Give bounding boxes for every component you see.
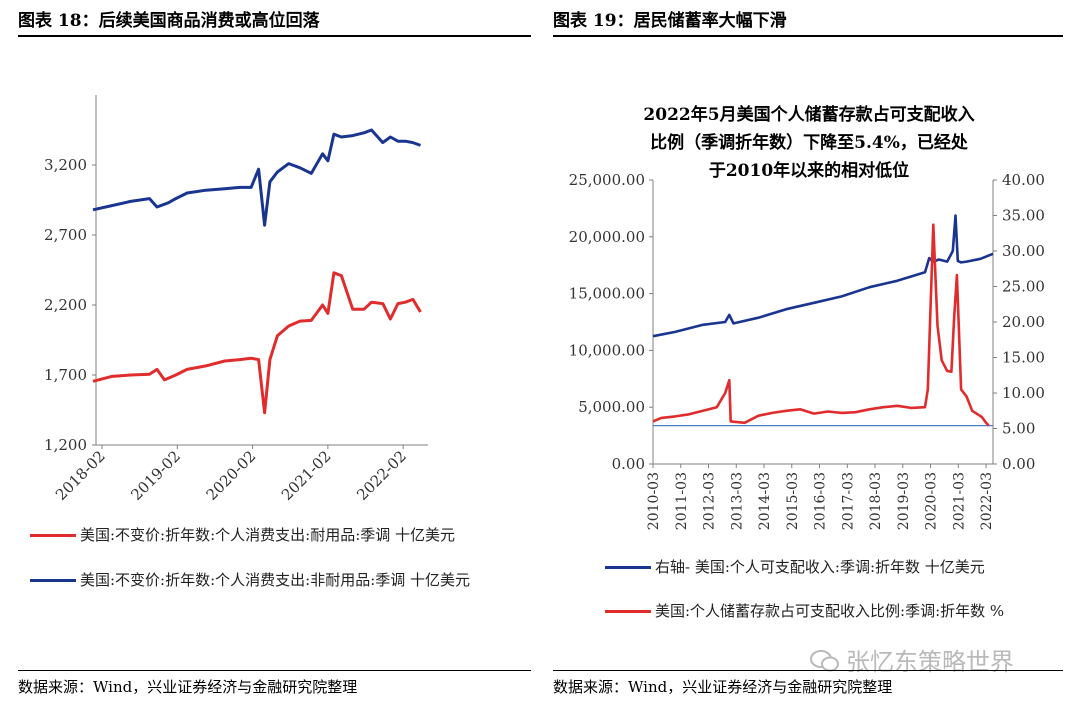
right-x-tick-label: 2016-03 xyxy=(813,472,829,530)
right-footer-rule xyxy=(553,670,1063,671)
left-y-tick-label: 2,200 xyxy=(44,296,87,314)
right-x-tick-label: 2021-03 xyxy=(951,472,967,530)
right-right-y-tick-label: 40.00 xyxy=(1002,171,1045,189)
right-right-y-tick-label: 5.00 xyxy=(1002,420,1035,438)
right-x-tick-label: 2017-03 xyxy=(840,472,856,530)
right-figure-title: 图表 19：居民储蓄率大幅下滑 xyxy=(553,11,787,31)
legend-swatch-blue xyxy=(30,579,76,582)
right-chart-title-line-3: 于2010年以来的相对低位 xyxy=(709,160,909,181)
right-series-disposable-income-line xyxy=(652,214,994,338)
right-right-y-tick-label: 15.00 xyxy=(1002,349,1045,367)
right-x-tick-label: 2019-03 xyxy=(896,472,912,530)
left-y-tick-label: 1,700 xyxy=(44,366,87,384)
left-figure-title: 图表 18：后续美国商品消费或高位回落 xyxy=(18,11,320,31)
right-left-y-tick-label: 10,000.00 xyxy=(569,341,645,359)
left-y-tick-label: 3,200 xyxy=(44,156,87,174)
right-x-tick-label: 2022-03 xyxy=(979,472,995,530)
right-chart-title-line-2: 比例（季调折年数）下降至5.4%，已经处 xyxy=(650,132,969,153)
right-left-y-tick-label: 20,000.00 xyxy=(569,228,645,246)
left-y-tick-label: 1,200 xyxy=(44,436,87,454)
right-left-y-tick-label: 5,000.00 xyxy=(578,398,645,416)
right-x-tick-label: 2015-03 xyxy=(785,472,801,530)
watermark-text: 张忆东策略世界 xyxy=(846,648,1014,676)
right-legend-item-income: 右轴- 美国:个人可支配收入:季调:折年数 十亿美元 xyxy=(605,557,1035,578)
right-legend-label-income: 右轴- 美国:个人可支配收入:季调:折年数 十亿美元 xyxy=(655,558,985,576)
left-legend-item-nondurable: 美国:不变价:折年数:个人消费支出:非耐用品:季调 十亿美元 xyxy=(30,570,490,591)
right-left-y-tick-label: 25,000.00 xyxy=(569,171,645,189)
legend-swatch-blue xyxy=(605,566,651,569)
right-source-note: 数据来源：Wind，兴业证券经济与金融研究院整理 xyxy=(553,678,893,696)
right-x-tick-label: 2014-03 xyxy=(757,472,773,530)
right-series-saving-rate-line xyxy=(652,223,990,427)
right-left-y-tick-label: 0.00 xyxy=(612,455,645,473)
right-x-tick-label: 2020-03 xyxy=(924,472,940,530)
right-right-y-tick-label: 10.00 xyxy=(1002,384,1045,402)
watermark: 张忆东策略世界 xyxy=(810,642,1014,677)
right-x-tick-label: 2012-03 xyxy=(702,472,718,530)
left-source-note: 数据来源：Wind，兴业证券经济与金融研究院整理 xyxy=(18,678,358,696)
right-x-tick-label: 2011-03 xyxy=(674,472,690,530)
right-legend-label-saving-rate: 美国:个人储蓄存款占可支配收入比例:季调:折年数 % xyxy=(655,602,1005,620)
right-x-tick-label: 2018-03 xyxy=(868,472,884,530)
left-series-durable-goods-line xyxy=(92,271,422,415)
right-right-y-tick-label: 30.00 xyxy=(1002,242,1045,260)
right-right-y-tick-label: 35.00 xyxy=(1002,207,1045,225)
right-chart-title-line-1: 2022年5月美国个人储蓄存款占可支配收入 xyxy=(643,104,974,125)
right-right-y-tick-label: 0.00 xyxy=(1002,455,1035,473)
right-title-rule xyxy=(553,35,1063,37)
right-right-y-tick-label: 25.00 xyxy=(1002,278,1045,296)
right-legend-item-saving-rate: 美国:个人储蓄存款占可支配收入比例:季调:折年数 % xyxy=(605,601,1035,622)
legend-swatch-red xyxy=(605,610,651,613)
left-series-nondurable-goods-line xyxy=(92,128,422,227)
left-title-rule xyxy=(18,35,531,37)
legend-swatch-red xyxy=(30,534,76,537)
right-chart: 2022年5月美国个人储蓄存款占可支配收入 比例（季调折年数）下降至5.4%，已… xyxy=(569,104,1045,530)
left-legend-item-durable: 美国:不变价:折年数:个人消费支出:耐用品:季调 十亿美元 xyxy=(30,525,510,546)
left-x-tick-label: 2018-02 xyxy=(52,447,109,504)
right-right-y-tick-label: 20.00 xyxy=(1002,313,1045,331)
right-x-tick-label: 2013-03 xyxy=(729,472,745,530)
left-chart: 1,200 1,700 2,200 2,700 3,200 2018-02 2019-02 2… xyxy=(44,95,428,504)
left-y-tick-label: 2,700 xyxy=(44,226,87,244)
left-legend-label-durable: 美国:不变价:折年数:个人消费支出:耐用品:季调 十亿美元 xyxy=(80,526,456,544)
wechat-icon xyxy=(810,648,840,676)
left-x-tick-label: 2019-02 xyxy=(127,447,184,504)
right-x-tick-label: 2010-03 xyxy=(646,472,662,530)
left-footer-rule xyxy=(18,670,531,671)
left-legend-label-nondurable: 美国:不变价:折年数:个人消费支出:非耐用品:季调 十亿美元 xyxy=(80,571,471,589)
left-x-tick-label: 2021-02 xyxy=(278,447,335,504)
right-left-y-tick-label: 15,000.00 xyxy=(569,285,645,303)
left-x-tick-label: 2020-02 xyxy=(203,447,260,504)
left-x-tick-label: 2022-02 xyxy=(353,447,410,504)
